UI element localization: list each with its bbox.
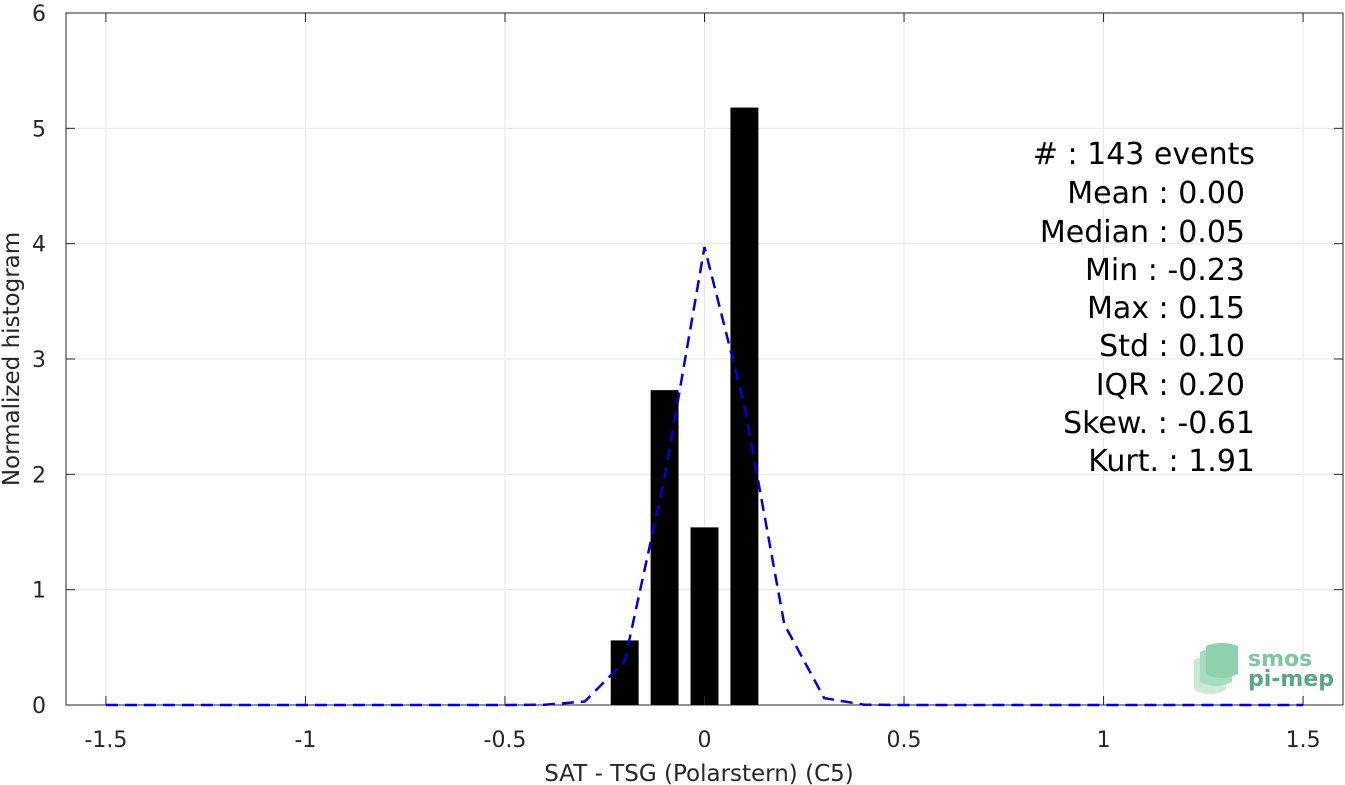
stat-line: # : 143 events: [1033, 137, 1255, 172]
statistics-panel: # : 143 events Mean : 0.00 Median : 0.05Mi…: [1033, 137, 1255, 479]
x-tick-label: -1.5: [84, 728, 127, 753]
stat-line: Min : -0.23: [1085, 253, 1245, 288]
logo-text-pi-mep: pi-mep: [1248, 667, 1334, 692]
x-axis-ticks: -1.5 -1 -0.5 0 0.5 1 1.5: [84, 13, 1321, 753]
x-tick-label: 1: [1097, 728, 1111, 753]
stat-line: Kurt. : 1.91: [1088, 444, 1255, 479]
y-tick-label: 5: [32, 117, 46, 142]
stat-line: Mean : 0.00: [1067, 176, 1245, 211]
smos-pi-mep-logo: smos pi-mep: [1194, 643, 1334, 694]
x-tick-label: -1: [294, 728, 316, 753]
stat-line: Median : 0.05: [1040, 215, 1245, 250]
y-tick-label: 4: [32, 233, 46, 258]
histogram-bar: [690, 527, 719, 705]
stat-line: IQR : 0.20: [1096, 368, 1245, 403]
histogram-bars: [610, 107, 759, 705]
y-tick-label: 6: [32, 2, 46, 27]
stat-line: Max : 0.15: [1087, 291, 1245, 326]
y-tick-label: 0: [32, 694, 46, 719]
y-tick-label: 2: [32, 463, 46, 488]
x-axis-label: SAT - TSG (Polarstern) (C5): [544, 761, 853, 785]
logo-text-smos: smos: [1248, 647, 1312, 672]
x-tick-label: 0.5: [887, 728, 922, 753]
y-tick-label: 3: [32, 348, 46, 373]
y-axis-label: Normalized histogram: [0, 232, 25, 486]
y-tick-label: 1: [32, 579, 46, 604]
histogram-bar: [650, 390, 679, 705]
stat-line: Std : 0.10: [1099, 329, 1245, 364]
x-tick-label: 0: [698, 728, 712, 753]
y-axis-ticks: 0 1 2 3 4 5 6: [32, 2, 1343, 719]
stat-line: Skew. : -0.61: [1063, 406, 1255, 441]
wave-logo-icon: [1194, 643, 1238, 694]
x-tick-label: 1.5: [1286, 728, 1321, 753]
x-tick-label: -0.5: [484, 728, 527, 753]
histogram-bar: [610, 640, 639, 705]
